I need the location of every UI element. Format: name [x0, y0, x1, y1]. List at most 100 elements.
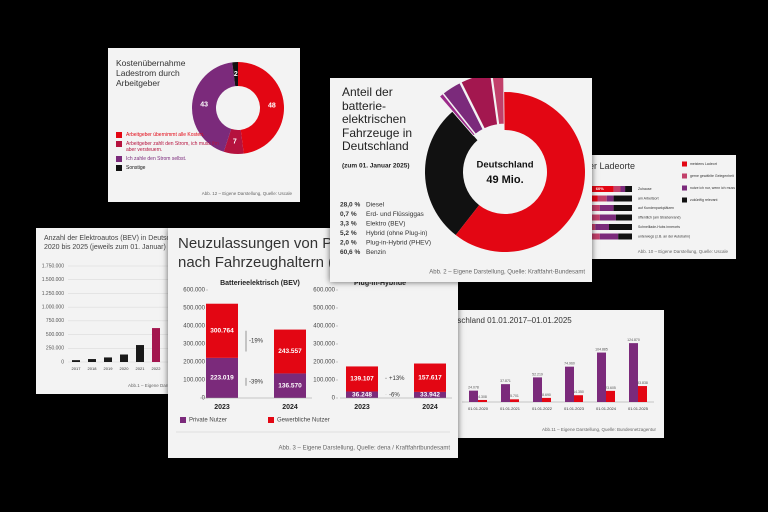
bar-segment — [274, 373, 306, 398]
legend-item: Sonstige — [116, 165, 226, 171]
x-tick-label: 2019 — [104, 366, 114, 371]
legend-item: Arbeitgeber zahlt den Strom, ich muss ih… — [116, 141, 226, 153]
bar-segment — [613, 195, 632, 202]
donut-slice — [238, 62, 284, 154]
y-tick-label: 500.000 — [46, 332, 64, 338]
bar — [120, 354, 128, 362]
card: 48 7 43 2 Abb. 12 – Eigene Darstellung, Quel… — [108, 48, 300, 202]
x-tick-label: 01.01.2020 — [468, 406, 489, 411]
source: Abb. 10 – Eigene Darstellung, Quelle: Us… — [638, 249, 729, 254]
legend-label: Gewerbliche Nutzer — [277, 418, 330, 424]
source: Abb. 2 – Eigene Darstellung, Quelle: Kra… — [429, 270, 585, 276]
bar-segment — [595, 224, 609, 230]
bar-segment — [586, 186, 614, 192]
legend-swatch — [268, 417, 274, 423]
legend-swatch — [116, 132, 122, 138]
y-tick-label: 600.000 — [313, 288, 335, 294]
value-label: 23.605 — [605, 386, 616, 390]
card-title: Anteil der batterie-elektrischen Fahrzeu… — [342, 85, 413, 153]
x-tick-label: 01.01.2022 — [532, 406, 553, 411]
legend-label: Arbeitgeber zahlt den Strom, ich muss ih… — [126, 141, 219, 153]
value-label: 14.350 — [573, 390, 584, 394]
legend-swatch — [682, 173, 687, 179]
bar-segment — [609, 224, 632, 230]
source: Abb. 12 – Eigene Darstellung, Quelle: Us… — [202, 191, 293, 196]
slice-label: 2 — [234, 71, 238, 78]
legend-label: Hybrid (ohne Plug-in) — [366, 230, 427, 237]
card-graphic: 48 7 43 2 Abb. 12 – Eigene Darstellung, Quel… — [192, 62, 293, 196]
value-label: 33.838 — [637, 381, 648, 385]
bar — [501, 384, 510, 402]
legend-label: nutze ich nur, wenn ich muss — [690, 186, 735, 190]
legend-swatch — [116, 165, 122, 171]
legend-label: Elektro (BEV) — [366, 221, 405, 228]
x-tick-label: 2021 — [136, 366, 146, 371]
x-tick-label: 2024 — [282, 404, 298, 411]
legend-label: meistens Ladeort — [690, 162, 717, 166]
bar-segment — [599, 205, 614, 211]
bar — [574, 395, 583, 402]
legend-swatch — [116, 156, 122, 162]
legend-label: Diesel — [366, 202, 385, 209]
donut-slice — [192, 62, 236, 152]
card-graphic: 60% Zuhause am Arbeitsort auf Kundenparkplä… — [586, 161, 735, 254]
bar-segment — [606, 195, 614, 202]
legend-swatch — [180, 417, 186, 423]
y-tick-label: 1.750.000 — [42, 263, 64, 269]
card-title: Ladepunkte in Deutschland 01.01.2017–01.… — [388, 316, 572, 325]
bar — [533, 377, 542, 402]
y-tick-label: 600.000 — [183, 288, 205, 294]
value-label: 157.617 — [418, 374, 442, 381]
legend-label: gerne gewählte Gelegenheit — [690, 174, 734, 178]
legend-label: zukünftig relevant — [690, 198, 717, 202]
x-tick-label: 2023 — [354, 404, 370, 411]
bar — [469, 390, 478, 402]
category-label: am Arbeitsort — [638, 196, 659, 200]
bar — [72, 360, 80, 362]
source: Abb. 3 – Eigene Darstellung, Quelle: den… — [279, 446, 451, 452]
bar — [606, 390, 615, 402]
legend-item: Arbeitgeber übernimmt alle Kosten. — [116, 132, 226, 138]
legend-label: Ich zahle den Strom selbst. — [126, 156, 187, 162]
x-tick-label: 01.01.2023 — [564, 406, 585, 411]
bar — [638, 386, 647, 402]
bar-segment — [625, 186, 632, 192]
legend-label: Private Nutzer — [189, 418, 227, 424]
bar-segment — [599, 214, 616, 221]
legend-value: 3,3 % — [340, 221, 357, 228]
bar — [629, 343, 638, 402]
y-tick-label: 1.000.000 — [42, 304, 64, 310]
bar-segment — [414, 363, 446, 392]
y-tick-label: 100.000 — [183, 378, 205, 384]
value-label: 74.960 — [564, 362, 575, 366]
bar — [104, 357, 112, 362]
value-label: 139.107 — [350, 376, 374, 383]
card-title: Anzahl der Elektroautos (BEV) in Deutsch… — [44, 235, 201, 251]
donut-slice — [442, 82, 484, 135]
value-label: 5.701 — [510, 394, 519, 398]
x-tick-label: 01.01.2024 — [596, 406, 617, 411]
x-tick-label: 01.01.2025 — [628, 406, 649, 411]
legend-swatch — [682, 197, 687, 203]
legend-value: 2,0 % — [340, 240, 357, 247]
category-label: öffentlich (am Straßenrand) — [638, 215, 681, 219]
bar — [88, 359, 96, 362]
legend: Arbeitgeber übernimmt alle Kosten. Arbeit… — [116, 132, 226, 171]
card-graphic: Deutschland 49 Mio. (zum 01. Januar 2025) 2… — [340, 78, 585, 276]
legend-label: Sonstige — [126, 165, 146, 171]
category-label: unterwegs (z.B. an der Autobahn) — [638, 234, 690, 238]
change-label: +13% — [389, 376, 405, 382]
y-tick-label: 500.000 — [313, 306, 335, 312]
center-value: 49 Mio. — [486, 174, 523, 186]
card: Deutschland 49 Mio. (zum 01. Januar 2025) 2… — [330, 78, 592, 282]
bar-segment — [589, 205, 600, 211]
change-label: -39% — [249, 379, 264, 385]
legend-swatch — [682, 185, 687, 191]
y-tick-label: 1.500.000 — [42, 277, 64, 283]
y-tick-label: 400.000 — [313, 324, 335, 330]
y-tick-label: 300.000 — [313, 342, 335, 348]
card-title: Kostenübernahme Ladestrom durch Arbeitge… — [116, 58, 186, 88]
value-label: 104.885 — [595, 347, 608, 351]
bar-segment — [599, 233, 619, 240]
bar-segment — [414, 391, 446, 398]
